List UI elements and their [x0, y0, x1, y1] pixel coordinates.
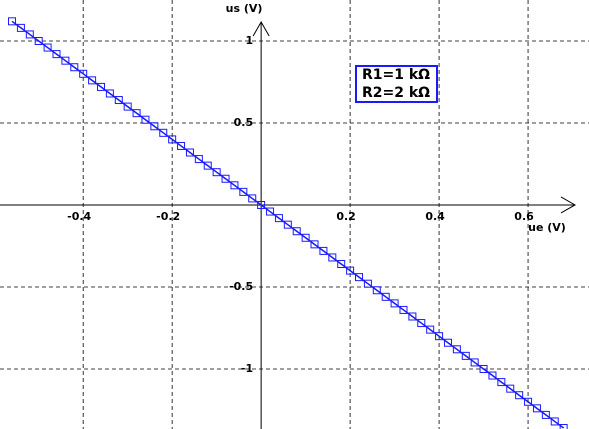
data-point: [497, 378, 506, 387]
data-point: [408, 312, 417, 321]
data-point: [274, 214, 283, 223]
data-point: [132, 109, 141, 118]
x-axis-arrow: [560, 196, 577, 214]
data-point: [25, 30, 34, 39]
data-point: [337, 260, 346, 269]
data-point: [257, 200, 266, 209]
data-point: [8, 17, 17, 26]
x-tick-label: -0.2: [156, 210, 180, 223]
data-point: [266, 207, 275, 216]
data-point: [426, 325, 435, 334]
data-point: [346, 266, 355, 275]
y-axis-arrow: [252, 20, 270, 37]
data-point: [515, 391, 524, 400]
data-point: [452, 345, 461, 354]
y-tick-label: -1: [241, 362, 253, 375]
data-point: [417, 319, 426, 328]
data-point: [123, 102, 132, 111]
annotation-box: [355, 65, 438, 103]
annotation: R1=1 kΩ: [362, 67, 430, 83]
x-axis-label: ue (V): [528, 221, 566, 234]
data-point: [43, 43, 52, 52]
data-point: [159, 128, 168, 137]
data-point: [328, 253, 337, 262]
x-tick-label: -0.4: [67, 210, 91, 223]
data-point: [96, 82, 105, 91]
data-point: [150, 122, 159, 131]
data-point: [185, 148, 194, 157]
data-line: [11, 20, 565, 429]
data-point: [435, 332, 444, 341]
x-tick-label: 0.2: [336, 210, 356, 223]
y-tick-label: -0.5: [229, 280, 253, 293]
data-point: [70, 63, 79, 72]
data-point: [390, 299, 399, 308]
data-point: [239, 187, 248, 196]
data-point: [248, 194, 257, 203]
annotation: R2=2 kΩ: [362, 85, 430, 101]
data-point: [381, 292, 390, 301]
data-point: [355, 273, 364, 282]
data-point: [168, 135, 177, 144]
data-point: [301, 233, 310, 242]
data-point: [470, 358, 479, 367]
data-point: [541, 410, 550, 419]
data-point: [372, 286, 381, 295]
data-point: [524, 397, 533, 406]
data-point: [88, 76, 97, 85]
data-point: [310, 240, 319, 249]
data-point: [461, 351, 470, 360]
data-point: [488, 371, 497, 380]
data-point: [532, 404, 541, 413]
data-point: [203, 161, 212, 170]
data-point: [79, 69, 88, 78]
data-point: [212, 168, 221, 177]
data-point: [479, 364, 488, 373]
x-tick-label: 0.6: [514, 210, 534, 223]
data-point: [559, 424, 568, 429]
data-point: [221, 174, 230, 183]
data-point: [52, 50, 61, 59]
data-point: [319, 246, 328, 255]
data-point: [114, 96, 123, 105]
y-tick-label: 0.5: [234, 116, 254, 129]
data-point: [399, 305, 408, 314]
data-point: [34, 36, 43, 45]
data-point: [16, 23, 25, 32]
data-point: [550, 417, 559, 426]
x-tick-label: 0.4: [425, 210, 445, 223]
data-point: [363, 279, 372, 288]
data-point: [506, 384, 515, 393]
data-point: [230, 181, 239, 190]
data-point: [141, 115, 150, 124]
data-point: [194, 155, 203, 164]
data-point: [292, 227, 301, 236]
data-point: [105, 89, 114, 98]
y-axis-label: us (V): [226, 2, 263, 15]
data-point: [283, 220, 292, 229]
y-tick-label: 1: [245, 34, 253, 47]
data-point: [61, 56, 70, 65]
data-point: [177, 141, 186, 150]
data-point: [443, 338, 452, 347]
